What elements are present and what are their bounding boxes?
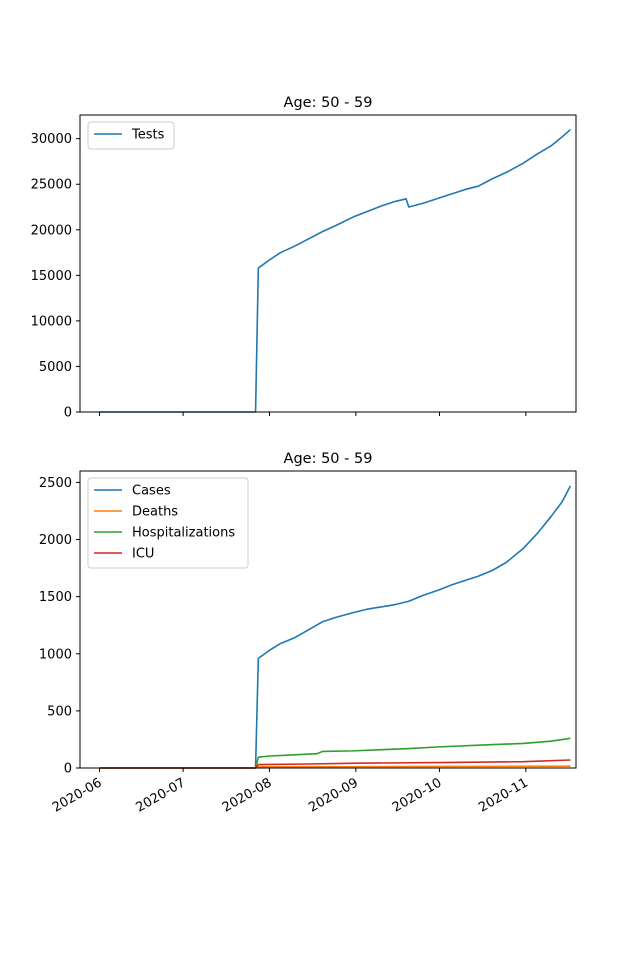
outcomes-chart: Age: 50 - 59 050010001500200025002020-06… — [39, 451, 577, 816]
y-tick-label: 20000 — [31, 223, 72, 238]
legend-label: Hospitalizations — [132, 526, 235, 541]
y-tick-label: 0 — [64, 406, 72, 421]
chart-title: Age: 50 - 59 — [284, 451, 373, 467]
y-tick-label: 2000 — [39, 533, 72, 548]
legend: Tests — [87, 121, 175, 150]
y-tick-label: 500 — [47, 704, 72, 719]
legend-label: Tests — [131, 128, 165, 143]
legend-box — [87, 121, 175, 150]
series-line-icu — [99, 759, 571, 769]
legend-label: ICU — [132, 547, 154, 562]
legend-label: Deaths — [132, 505, 178, 520]
axes-frame — [79, 114, 577, 413]
y-tick-label: 1500 — [39, 590, 72, 605]
y-tick-label: 2500 — [39, 476, 72, 491]
y-tick-label: 5000 — [39, 360, 72, 375]
y-tick-label: 0 — [64, 762, 72, 777]
legend-box — [87, 477, 249, 569]
y-tick-label: 15000 — [31, 269, 72, 284]
series-line-cases — [99, 485, 572, 769]
series-line-tests — [99, 128, 571, 413]
y-tick-label: 25000 — [31, 178, 72, 193]
legend: Cases Deaths Hospitalizations ICU — [87, 477, 249, 569]
plot-area: 0 5000 10000 15000 20000 25000 30000 — [31, 114, 577, 421]
series-line-hospitalizations — [99, 737, 571, 769]
y-tick-label: 10000 — [31, 314, 72, 329]
y-tick-label: 1000 — [39, 647, 72, 662]
legend-label: Cases — [132, 484, 171, 499]
tests-chart: Age: 50 - 59 0 5000 10000 15000 20000 25000 30… — [31, 95, 577, 421]
axes-frame — [79, 470, 577, 769]
y-tick-label: 30000 — [31, 132, 72, 147]
chart-title: Age: 50 - 59 — [284, 95, 373, 111]
